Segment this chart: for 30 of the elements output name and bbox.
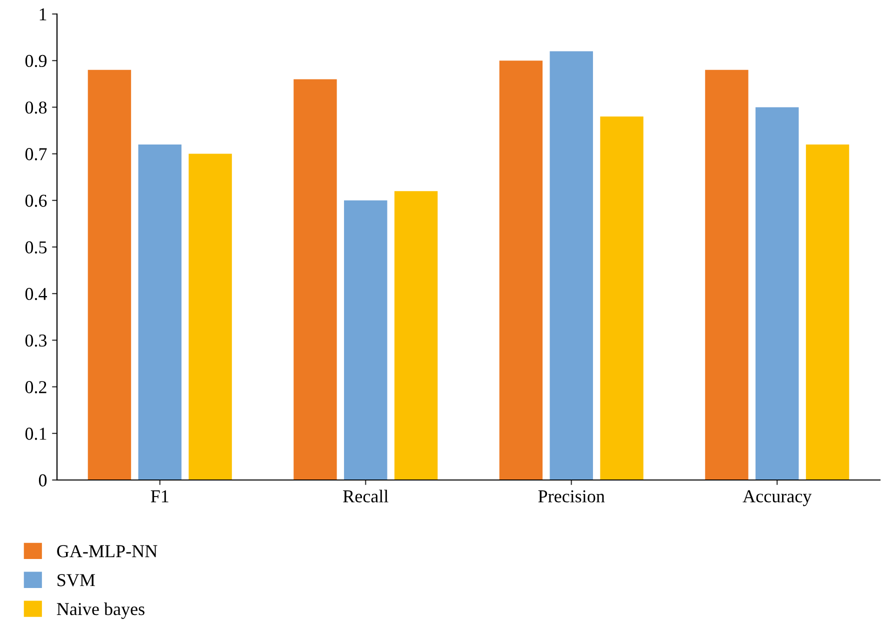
bar <box>138 144 182 480</box>
y-tick-label: 0.9 <box>25 54 47 68</box>
y-tick-label: 0.1 <box>25 428 46 440</box>
y-tick-label: 0 <box>38 474 47 486</box>
bar <box>550 51 593 480</box>
y-tick-label: 0.5 <box>25 241 47 254</box>
bar <box>705 70 748 480</box>
y-tick-label: 0.6 <box>25 194 47 207</box>
x-tick-label: Recall <box>343 490 388 502</box>
y-tick-label: 0.8 <box>25 101 47 114</box>
x-tick-label: F1 <box>150 490 168 502</box>
bar <box>88 70 132 480</box>
x-tick-label: Precision <box>538 490 605 502</box>
bar <box>294 79 337 480</box>
bar <box>394 191 438 480</box>
x-tick-label: Accuracy <box>742 490 812 506</box>
y-tick-label: 0.4 <box>25 288 47 300</box>
bar <box>499 60 543 480</box>
legend-label: SVM <box>58 574 95 586</box>
bar <box>806 144 850 480</box>
bar <box>188 154 232 480</box>
legend-label: GA-MLP-NN <box>57 545 158 558</box>
y-tick-label: 1 <box>40 8 46 20</box>
y-tick-label: 0.3 <box>25 334 47 347</box>
bar <box>756 107 799 480</box>
legend-label: Naive bayes <box>56 602 144 619</box>
y-tick-label: 0.7 <box>25 148 47 160</box>
bar <box>344 200 388 480</box>
bar <box>600 116 644 480</box>
y-tick-label: 0.2 <box>25 381 46 394</box>
